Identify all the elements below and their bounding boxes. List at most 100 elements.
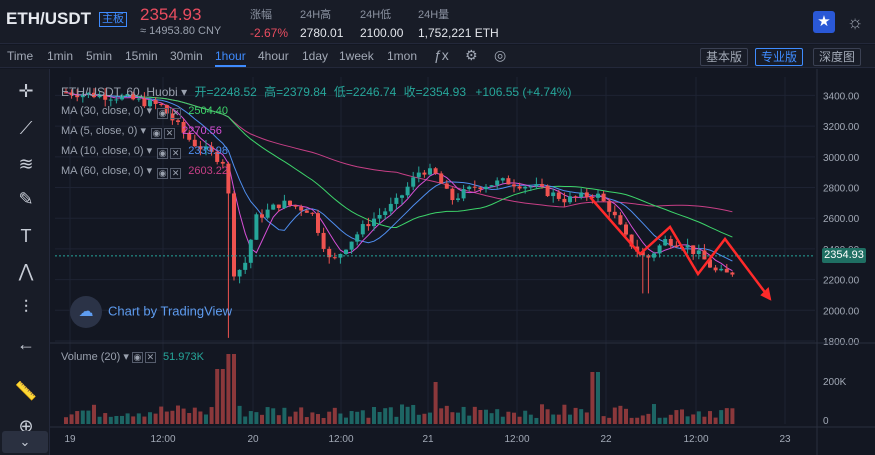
back-arrow-icon[interactable]: ←: [17, 334, 35, 354]
volume-bar: [304, 417, 309, 424]
candle-body: [394, 197, 399, 204]
candle-body: [568, 196, 572, 203]
volume-bar: [652, 404, 656, 424]
volume-bar: [204, 414, 208, 424]
ma-10-legend[interactable]: MA (10, close, 0) ▾ ◉ ✕ 2339.98: [61, 145, 229, 159]
candle-body: [472, 186, 477, 188]
candle-body: [405, 186, 410, 196]
candle-body: [332, 257, 337, 259]
candle-body: [103, 94, 108, 100]
candle-body: [181, 121, 186, 133]
interval-4hour[interactable]: 4hour: [258, 49, 289, 63]
candle-body: [484, 186, 488, 190]
volume-bar: [517, 416, 522, 424]
volume-bar: [663, 417, 668, 424]
volume-bar: [299, 407, 304, 424]
screenshot-icon[interactable]: ◎: [494, 47, 507, 63]
tradingview-watermark[interactable]: ☁ Chart by TradingView: [70, 296, 232, 328]
chevron-down-icon[interactable]: ⌄: [2, 431, 48, 453]
pair-title[interactable]: ETH/USDT: [6, 9, 91, 28]
volume-bar: [584, 412, 589, 424]
settings-icon[interactable]: ⚙: [465, 47, 478, 63]
sun-icon[interactable]: ☼: [846, 12, 864, 32]
x-tick-label: 21: [422, 434, 434, 445]
interval-1min[interactable]: 1min: [47, 49, 74, 63]
volume-bar: [495, 409, 500, 424]
volume-bar: [405, 406, 410, 424]
candle-body: [724, 268, 729, 273]
trend-line-icon[interactable]: ⟋: [19, 118, 33, 138]
candle-body: [467, 186, 472, 190]
ruler-icon[interactable]: 📏: [14, 381, 38, 401]
candle-body: [366, 224, 371, 227]
volume-bar: [551, 414, 556, 424]
volume-legend[interactable]: Volume (20) ▾ ◉ ✕ 51.973K: [61, 351, 204, 363]
candle-body: [528, 186, 533, 188]
x-tick-label: 12:00: [504, 434, 529, 445]
view-pro[interactable]: 专业版: [755, 48, 804, 66]
interval-1day[interactable]: 1day: [302, 49, 329, 63]
star-icon[interactable]: ★: [813, 11, 835, 33]
candle-body: [153, 100, 158, 104]
brush-icon[interactable]: ✎: [18, 189, 34, 209]
volume-tick-label: 200K: [823, 377, 847, 388]
candle-body: [80, 94, 85, 98]
last-price: 2354.93: [140, 5, 202, 24]
candle-body: [344, 249, 348, 255]
interval-1hour[interactable]: 1hour: [215, 49, 246, 67]
legend-title[interactable]: ETH/USDT, 60, Huobi: [61, 85, 178, 99]
candle-body: [176, 120, 180, 122]
candle-body: [556, 192, 561, 199]
text-icon[interactable]: T: [20, 226, 32, 246]
legend-open: 开=2248.52: [194, 85, 257, 99]
crosshair-icon[interactable]: ✛: [18, 81, 34, 101]
pattern-icon[interactable]: ⋀: [18, 261, 34, 281]
volume-bar: [142, 416, 147, 424]
volume-bar: [444, 405, 449, 424]
volume-bar: [394, 416, 399, 424]
volume-bar: [680, 409, 684, 424]
volume-bar: [433, 382, 438, 424]
chart-toolbar: Time 1min 5min 15min 30min 1hour 4hour 1…: [0, 45, 875, 68]
interval-15min[interactable]: 15min: [125, 49, 158, 63]
interval-1mon[interactable]: 1mon: [387, 49, 418, 63]
volume-bar: [355, 411, 360, 424]
volume-bar: [310, 412, 315, 424]
interval-30min[interactable]: 30min: [170, 49, 203, 63]
candle-body: [652, 253, 656, 258]
volume-bar: [568, 414, 572, 424]
view-basic[interactable]: 基本版: [700, 48, 749, 66]
candle-body: [562, 198, 567, 203]
candle-body: [69, 92, 74, 96]
ma-60-legend[interactable]: MA (60, close, 0) ▾ ◉ ✕ 2603.22: [61, 165, 229, 179]
ma-30-legend[interactable]: MA (30, close, 0) ▾ ◉ ✕ 2504.40: [61, 105, 229, 119]
ma-5-legend[interactable]: MA (5, close, 0) ▾ ◉ ✕ 2270.56: [61, 125, 222, 139]
measure-icon[interactable]: ⫶: [23, 297, 29, 317]
price-chart[interactable]: 3400.003200.003000.002800.002600.002400.…: [50, 69, 875, 455]
fib-icon[interactable]: ≋: [18, 154, 34, 174]
candle-body: [657, 245, 662, 254]
volume-bar: [316, 414, 320, 424]
volume-bar: [377, 411, 382, 424]
candle-body: [696, 250, 701, 255]
volume-bar: [696, 411, 701, 424]
candle-body: [506, 178, 511, 185]
candle-body: [517, 186, 522, 189]
candle-body: [316, 213, 320, 233]
interval-5min[interactable]: 5min: [86, 49, 113, 63]
volume-bar: [276, 415, 281, 424]
candle-body: [607, 201, 612, 212]
volume-bar: [668, 414, 673, 424]
volume-bar: [192, 407, 197, 424]
volume-bar: [590, 372, 595, 424]
view-depth[interactable]: 深度图: [813, 48, 862, 66]
cloud-icon: ☁: [70, 296, 102, 328]
indicator-icon[interactable]: ƒx: [434, 47, 449, 63]
candle-body: [125, 94, 130, 96]
volume-bar: [372, 406, 376, 424]
candle-body: [142, 98, 147, 107]
volume-bar: [159, 406, 164, 424]
y-tick-label: 2800.00: [823, 184, 860, 195]
interval-1week[interactable]: 1week: [339, 49, 374, 63]
volume-bar: [646, 413, 651, 424]
